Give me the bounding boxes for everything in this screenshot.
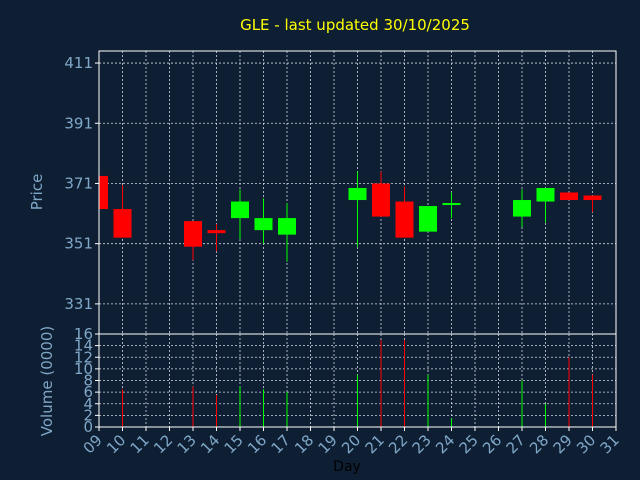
- volume-tick-label: 12: [74, 348, 93, 366]
- price-tick-labels: 331 351 371 391 411: [64, 54, 99, 313]
- volume-tick-label: 8: [83, 372, 93, 390]
- candle-body: [583, 195, 602, 201]
- candle-body: [207, 230, 226, 234]
- volume-tick-label: 4: [83, 395, 93, 413]
- price-tick-label: 351: [64, 235, 93, 253]
- price-tick-label: 331: [64, 295, 93, 313]
- x-axis-label: Day: [333, 459, 361, 475]
- volume-tick-label: 14: [74, 337, 93, 355]
- candle-body: [99, 175, 108, 210]
- candle-body: [513, 200, 531, 217]
- candle-body: [254, 218, 273, 231]
- volume-tick-label: 6: [83, 383, 93, 401]
- price-tick-label: 371: [64, 174, 93, 192]
- candle-body: [395, 201, 414, 238]
- price-panel: 331 351 371 391 411: [64, 50, 617, 335]
- volume-bars: [122, 339, 593, 427]
- volume-tick-label: 16: [74, 325, 93, 343]
- candles: [98, 171, 602, 262]
- candle-body: [372, 183, 390, 217]
- volume-tick-label: 2: [83, 406, 93, 424]
- price-tick-label: 411: [64, 54, 93, 72]
- candle-body: [278, 218, 296, 235]
- candle-body: [113, 209, 132, 238]
- candle-body: [184, 221, 202, 247]
- volume-tick-label: 10: [74, 360, 93, 378]
- price-axis-label: Price: [28, 174, 46, 211]
- candle-body: [231, 201, 249, 219]
- volume-axis-label: Volume (0000): [38, 326, 56, 436]
- candle-body: [348, 187, 367, 201]
- chart-title: GLE - last updated 30/10/2025: [240, 16, 470, 34]
- candle-body: [560, 192, 578, 201]
- price-tick-label: 391: [64, 114, 93, 132]
- candle-body: [419, 206, 437, 232]
- volume-tick-label: 0: [83, 418, 93, 436]
- candle-body: [536, 187, 555, 202]
- candle-body: [442, 203, 461, 206]
